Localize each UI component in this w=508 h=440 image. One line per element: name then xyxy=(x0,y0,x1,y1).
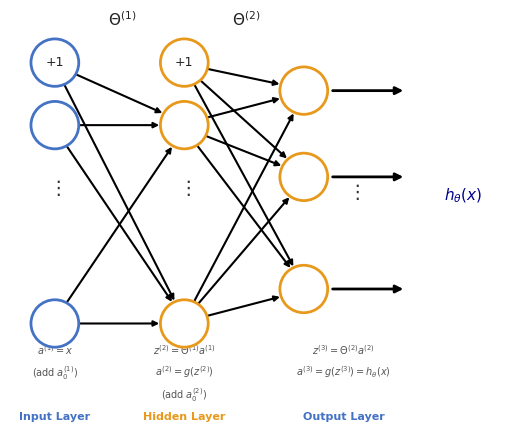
Text: $a^{(3)} = g(z^{(3)}) = h_\theta(x)$: $a^{(3)} = g(z^{(3)}) = h_\theta(x)$ xyxy=(296,364,391,380)
Ellipse shape xyxy=(280,265,328,313)
Ellipse shape xyxy=(161,300,208,347)
Ellipse shape xyxy=(280,153,328,201)
Text: $\vdots$: $\vdots$ xyxy=(178,178,190,198)
Text: Output Layer: Output Layer xyxy=(303,412,385,422)
Ellipse shape xyxy=(280,67,328,114)
Text: $a^{(1)} = x$: $a^{(1)} = x$ xyxy=(37,343,73,357)
Text: $z^{(3)} = \Theta^{(2)}a^{(2)}$: $z^{(3)} = \Theta^{(2)}a^{(2)}$ xyxy=(312,343,375,357)
Text: +1: +1 xyxy=(175,56,194,69)
Text: $z^{(2)} = \Theta^{(1)}a^{(1)}$: $z^{(2)} = \Theta^{(1)}a^{(1)}$ xyxy=(153,343,216,357)
Text: $(\mathrm{add}\; a_0^{(2)})$: $(\mathrm{add}\; a_0^{(2)})$ xyxy=(161,386,207,404)
Text: Hidden Layer: Hidden Layer xyxy=(143,412,226,422)
Ellipse shape xyxy=(31,101,79,149)
Text: $(\mathrm{add}\; a_0^{(1)})$: $(\mathrm{add}\; a_0^{(1)})$ xyxy=(32,364,78,382)
Ellipse shape xyxy=(31,39,79,86)
Text: $\vdots$: $\vdots$ xyxy=(48,178,61,198)
Ellipse shape xyxy=(161,39,208,86)
Text: $h_\theta(x)$: $h_\theta(x)$ xyxy=(444,187,482,205)
Ellipse shape xyxy=(161,101,208,149)
Text: $a^{(2)} = g(z^{(2)})$: $a^{(2)} = g(z^{(2)})$ xyxy=(155,364,214,380)
Text: Input Layer: Input Layer xyxy=(19,412,90,422)
Text: +1: +1 xyxy=(46,56,64,69)
Text: $\Theta^{(1)}$: $\Theta^{(1)}$ xyxy=(108,10,136,29)
Text: $\vdots$: $\vdots$ xyxy=(347,182,360,202)
Text: $\Theta^{(2)}$: $\Theta^{(2)}$ xyxy=(232,10,261,29)
Ellipse shape xyxy=(31,300,79,347)
